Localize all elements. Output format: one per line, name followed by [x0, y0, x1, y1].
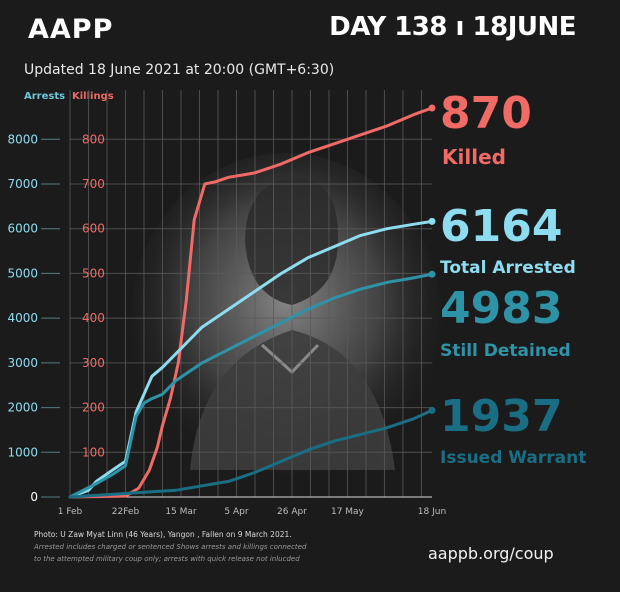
series-line-killed [68, 106, 434, 499]
y-left-tick-label: 4000 [7, 311, 38, 325]
x-tick-label: 15 Mar [165, 507, 197, 517]
series-endpoint-still-detained [428, 270, 436, 278]
series-endpoint-killed [428, 104, 436, 112]
x-tick-label: 18 Jun [418, 507, 446, 517]
y-right-tick-label: 700 [82, 177, 105, 191]
series-line-total-arrested [68, 219, 434, 499]
y-left-tick-label: 0 [30, 490, 38, 504]
y-left-tick-label: 7000 [7, 177, 38, 191]
killed-label: Killed [442, 145, 506, 169]
website-link[interactable]: aappb.org/coup [428, 544, 554, 563]
series-line-issued-warrant [68, 408, 434, 499]
x-tick-label: 22Feb [112, 507, 140, 517]
y-right-tick-label: 300 [82, 356, 105, 370]
x-tick-label: 5 Apr [224, 507, 248, 517]
y-right-tick-label: 500 [82, 266, 105, 280]
y-left-tick-label: 6000 [7, 222, 38, 236]
y-right-tick-label: 800 [82, 132, 105, 146]
y-left-tick-label: 3000 [7, 356, 38, 370]
x-tick-label: 1 Feb [58, 507, 83, 517]
issued-warrant-count: 1937 [440, 391, 563, 442]
y-right-tick-label: 100 [82, 445, 105, 459]
y-right-tick-label: 200 [82, 401, 105, 415]
total-arrested-count: 6164 [440, 201, 563, 252]
y-right-tick-label: 400 [82, 311, 105, 325]
x-tick-label: 26 Apr [277, 507, 307, 517]
y-right-tick-label: 600 [82, 222, 105, 236]
y-left-tick-label: 2000 [7, 401, 38, 415]
killings-axis-title: Killings [72, 91, 114, 102]
updated-timestamp: Updated 18 June 2021 at 20:00 (GMT+6:30) [24, 62, 335, 78]
chart-grid [69, 90, 432, 498]
series-line-still-detained [68, 272, 434, 499]
footnote-line-2: to the attempted military coup only; arr… [34, 555, 300, 563]
chart-series [68, 104, 436, 499]
total-arrested-label: Total Arrested [440, 258, 576, 278]
still-detained-count: 4983 [440, 283, 563, 334]
y-left-tick-label: 5000 [7, 266, 38, 280]
y-left-tick-label: 1000 [7, 445, 38, 459]
arrests-axis-title: Arrests [24, 91, 66, 102]
killed-count: 870 [440, 88, 532, 139]
org-logo-text: AAPP [28, 14, 114, 45]
photo-credit: Photo: U Zaw Myat Linn (46 Years), Yango… [34, 530, 292, 539]
x-tick-label: 17 May [331, 507, 365, 517]
day-heading: DAY 138 ı 18JUNE [329, 12, 576, 42]
series-endpoint-issued-warrant [428, 406, 436, 414]
still-detained-label: Still Detained [440, 341, 571, 361]
x-axis-ticks: 1 Feb 22Feb 15 Mar 5 Apr 26 Apr 17 May 18 Jun [58, 507, 446, 517]
y-axis-ticks: 0 1000 2000 3000 4000 5000 6000 7000 8000 100 200 3… [7, 132, 104, 504]
footnote-line-1: Arrested includes charged or sentenced S… [34, 543, 307, 551]
series-endpoint-total-arrested [428, 217, 436, 225]
issued-warrant-label: Issued Warrant [440, 448, 587, 468]
y-left-tick-label: 8000 [7, 132, 38, 146]
